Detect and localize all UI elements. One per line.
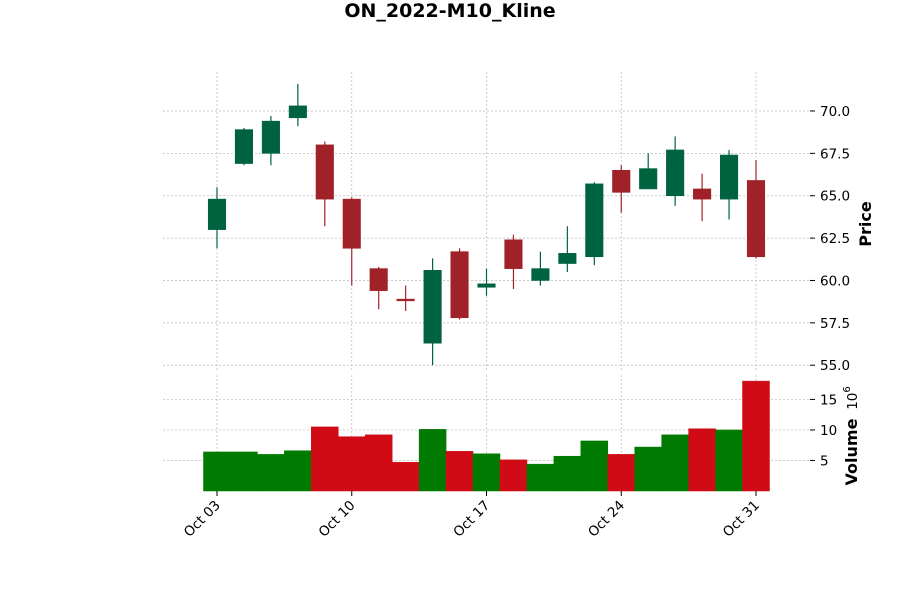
price-tick-label: 70.0 [820, 104, 850, 120]
candle-body [261, 120, 280, 154]
candle-body [666, 149, 685, 197]
volume-axis-label: Volume [842, 418, 861, 485]
price-tick-label: 62.5 [820, 231, 850, 247]
x-tick-label: Oct 24 [585, 498, 628, 541]
candle-body [342, 198, 361, 249]
candle-body [423, 270, 442, 344]
candle-body [315, 144, 334, 200]
candle-body [504, 239, 523, 269]
candle-body [477, 283, 496, 288]
volume-bar [284, 450, 312, 492]
volume-bar [364, 434, 393, 492]
candle-body [719, 154, 739, 200]
volume-bar [391, 462, 420, 492]
candle-body [234, 129, 253, 164]
x-axis: Oct 03 Oct 10 Oct 17 Oct 24 Oct 31 [181, 491, 763, 541]
volume-bar [661, 434, 689, 492]
volume-bar [499, 459, 528, 492]
x-tick-label: Oct 31 [720, 498, 763, 541]
volume-exponent-power: 6 [842, 386, 853, 392]
volume-bar [742, 380, 770, 492]
volume-bar [203, 451, 231, 492]
price-tick-label: 67.5 [820, 146, 850, 162]
volume-exponent: 106 [842, 386, 861, 410]
candle-body [746, 180, 766, 258]
candle-body [612, 170, 631, 193]
candle-body [531, 268, 550, 281]
volume-exponent-base: 10 [845, 393, 861, 410]
candle-body [558, 253, 577, 264]
candles [207, 83, 766, 366]
volume-tick-label: 5 [820, 453, 829, 469]
price-axis: 55.0 57.5 60.0 62.5 65.0 67.5 70.0 [810, 104, 850, 374]
volume-bar [526, 463, 555, 492]
price-tick-label: 60.0 [820, 273, 850, 289]
volume-bar [311, 426, 339, 492]
candle-body [396, 298, 415, 302]
candle-body [450, 251, 469, 319]
price-axis-label: Price [856, 201, 875, 247]
volume-bar [472, 453, 501, 492]
candle-body [369, 268, 388, 291]
price-tick-label: 65.0 [820, 189, 850, 205]
volume-bar [688, 428, 716, 492]
volume-bar [634, 446, 662, 492]
volume-axis: 5 10 15 [810, 392, 837, 469]
volume-bar [715, 429, 743, 492]
price-tick-label: 55.0 [820, 358, 850, 374]
x-tick-label: Oct 03 [181, 498, 224, 541]
volume-tick-label: 15 [820, 392, 837, 408]
volume-bars [203, 380, 770, 492]
volume-bar [553, 455, 582, 492]
volume-tick-label: 10 [820, 423, 837, 439]
volume-bar [338, 436, 366, 492]
volume-bar [230, 451, 258, 492]
x-tick-label: Oct 10 [316, 498, 359, 541]
volume-bar [257, 454, 285, 492]
volume-bar [418, 429, 447, 492]
candle-body [693, 188, 712, 200]
price-tick-label: 57.5 [820, 316, 850, 332]
volume-bar [445, 451, 474, 492]
candle-body [639, 168, 658, 190]
candle-body [288, 105, 307, 119]
candle-body [585, 183, 604, 258]
x-tick-label: Oct 17 [450, 498, 493, 541]
candle-body [207, 198, 227, 230]
volume-bar [580, 440, 609, 492]
chart-title: ON_2022-M10_Kline [344, 0, 555, 22]
volume-bar [607, 454, 635, 492]
